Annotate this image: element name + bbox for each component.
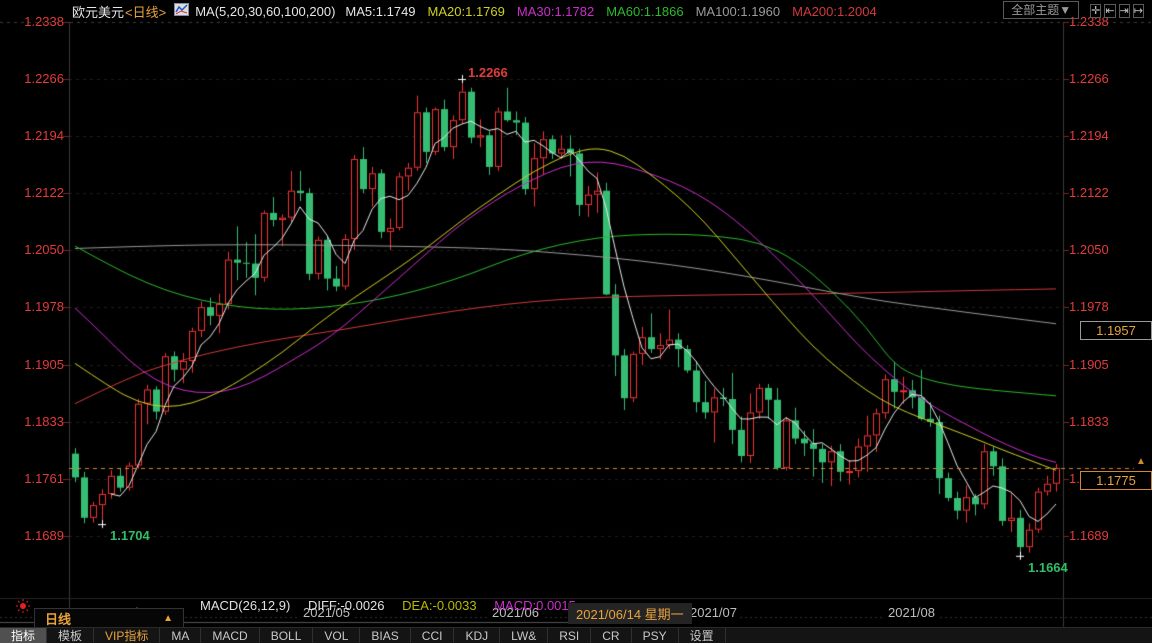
price-tick-label: 1.1905 (1069, 356, 1109, 372)
ma-value-ma100: MA100:1.1960 (695, 3, 781, 19)
period-tag: <日线> (125, 4, 167, 20)
toolbar-item-MA[interactable]: MA (160, 628, 202, 643)
price-tick-label: 1.1833 (1069, 413, 1109, 429)
pan-right-icon[interactable]: ↦ (1132, 4, 1144, 18)
month-label: 2021/07 (687, 605, 740, 620)
macd-indicator-info: MACD(26,12,9) DIFF:-0.0026 DEA:-0.0033 M… (200, 598, 590, 613)
toolbar-item-VOL[interactable]: VOL (313, 628, 361, 643)
price-tick-label: 1.2266 (1069, 71, 1109, 87)
price-tick-label: 1.1833 (24, 413, 64, 429)
month-label: 2021/08 (885, 605, 938, 620)
ma-value-ma60: MA60:1.1866 (606, 3, 684, 19)
ma-value-ma5: MA5:1.1749 (345, 3, 416, 19)
macd-dea-value: DEA:-0.0033 (402, 598, 477, 613)
low-price-label-1: 1.1704 (110, 528, 150, 544)
crosshair-price-box: 1.1957 (1080, 320, 1152, 340)
ma-settings-label: MA(5,20,30,60,100,200) (195, 3, 336, 19)
price-tick-label: 1.2050 (1069, 242, 1109, 258)
price-tick-label: 1.1978 (24, 299, 64, 315)
price-tick-label: 1.2122 (1069, 185, 1109, 201)
crosshair-date-box: 2021/06/14 星期一 (568, 603, 692, 624)
high-price-label: 1.2266 (468, 65, 508, 81)
toolbar-item-MACD[interactable]: MACD (201, 628, 260, 643)
last-price-box: 1.1775 (1080, 470, 1152, 490)
macd-params: MACD(26,12,9) (200, 598, 291, 613)
macd-macd-value: MACD:0.0015 (494, 598, 576, 613)
price-tick-label: 1.2122 (24, 185, 64, 201)
price-tick-label: 1.2050 (24, 242, 64, 258)
chart-type-icon[interactable] (174, 3, 190, 19)
scale-right-icon[interactable]: ⇥ (1118, 4, 1130, 18)
indicator-toolbar: 指标 模板 VIP指标 MA MACD BOLL VOL BIAS CCI KDJ LW& RSI CR… (0, 627, 1152, 643)
ma-value-ma200: MA200:1.2004 (792, 3, 877, 19)
chart-header: 欧元美元 <日线> MA(5,20,30,60,100,200) MA5:1.1… (0, 0, 1152, 22)
fit-icon[interactable]: ✛ (1090, 4, 1102, 18)
toolbar-item-指标[interactable]: 指标 (0, 628, 48, 643)
ma-values: MA5:1.1749 MA20:1.1769 MA30:1.1782 MA60:1.1… (345, 4, 888, 19)
low-price-label-2: 1.1664 (1028, 559, 1068, 575)
alarm-dot-icon[interactable] (16, 599, 30, 618)
toolbar-item-RSI[interactable]: RSI (548, 628, 592, 643)
toolbar-item-BIAS[interactable]: BIAS (360, 628, 411, 643)
scale-left-icon[interactable]: ⇤ (1104, 4, 1116, 18)
period-up-arrow-icon: ▲ (163, 613, 173, 624)
toolbar-item-模板[interactable]: 模板 (47, 628, 95, 643)
toolbar-item-CCI[interactable]: CCI (411, 628, 455, 643)
toolbar-item-LW&[interactable]: LW& (500, 628, 549, 643)
price-tick-label: 1.1905 (24, 356, 64, 372)
theme-dropdown[interactable]: 全部主题▼ (1003, 1, 1080, 19)
chart-tool-icons: ✛ ⇤ ⇥ ↦ (1087, 2, 1144, 18)
price-tick-label: 1.1689 (1069, 528, 1109, 543)
month-label: 2021/06 (489, 605, 542, 620)
toolbar-item-设置[interactable]: 设置 (679, 628, 726, 643)
ma-value-ma20: MA20:1.1769 (427, 3, 505, 19)
toolbar-item-VIP指标[interactable]: VIP指标 (94, 628, 161, 643)
period-selector-label: 日线 (45, 612, 72, 627)
symbol-name: 欧元美元 (72, 4, 125, 20)
toolbar-item-KDJ[interactable]: KDJ (454, 628, 501, 643)
toolbar-item-CR[interactable]: CR (591, 628, 632, 643)
macd-diff-value: DIFF:-0.0026 (307, 598, 385, 613)
price-tick-label: 1.2338 (24, 14, 64, 29)
month-label: 2021/05 (300, 605, 353, 620)
price-tick-label: 1.2194 (1069, 128, 1109, 144)
price-up-arrow-icon: ▲ (1136, 455, 1146, 467)
price-tick-label: 1.1761 (24, 470, 64, 486)
period-selector[interactable]: 日线 ▲ (34, 608, 184, 629)
price-tick-label: 1.2266 (24, 71, 64, 87)
price-tick-label: 1.2194 (24, 128, 64, 144)
toolbar-item-PSY[interactable]: PSY (632, 628, 679, 643)
price-tick-label: 1.1689 (24, 528, 64, 543)
price-tick-label: 1.1978 (1069, 299, 1109, 315)
ma-value-ma30: MA30:1.1782 (516, 3, 595, 19)
toolbar-item-BOLL[interactable]: BOLL (260, 628, 314, 643)
